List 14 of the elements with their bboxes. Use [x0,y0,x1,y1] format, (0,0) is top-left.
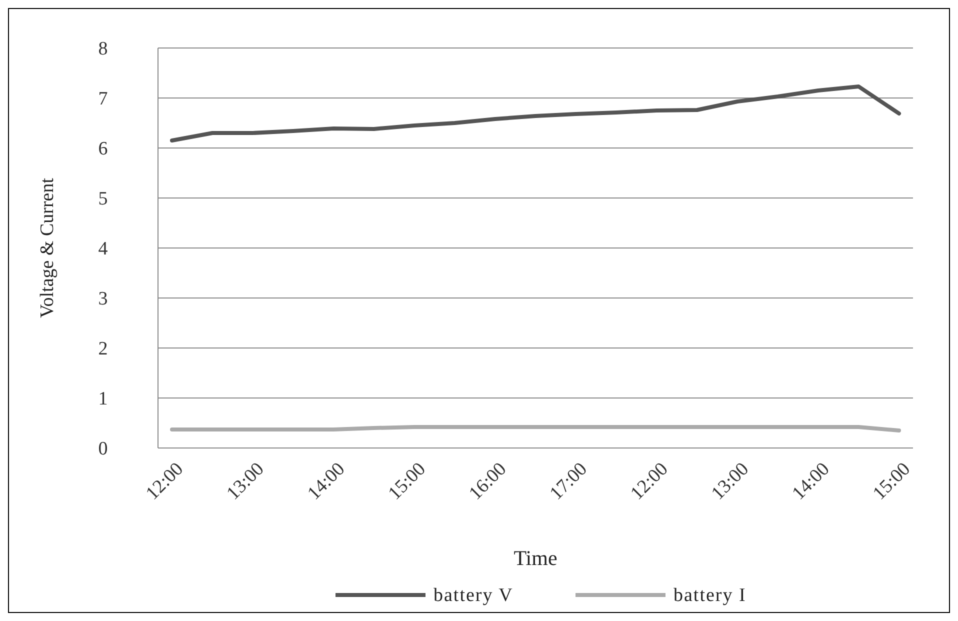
y-tick-label: 5 [98,188,108,210]
y-tick-label: 0 [98,438,108,460]
line-series [170,84,901,142]
y-tick-label: 4 [98,238,108,260]
y-tick-label: 1 [98,388,108,410]
legend-label: battery V [434,585,514,606]
y-tick-label: 8 [98,38,108,60]
y-tick-label: 3 [98,288,108,310]
y-tick-label: 2 [98,338,108,360]
legend-label: battery I [674,585,746,606]
y-axis-title: Voltage & Current [37,177,58,318]
y-tick-label: 6 [98,138,108,160]
x-axis-title: Time [514,546,558,570]
y-tick-label: 7 [98,88,108,110]
